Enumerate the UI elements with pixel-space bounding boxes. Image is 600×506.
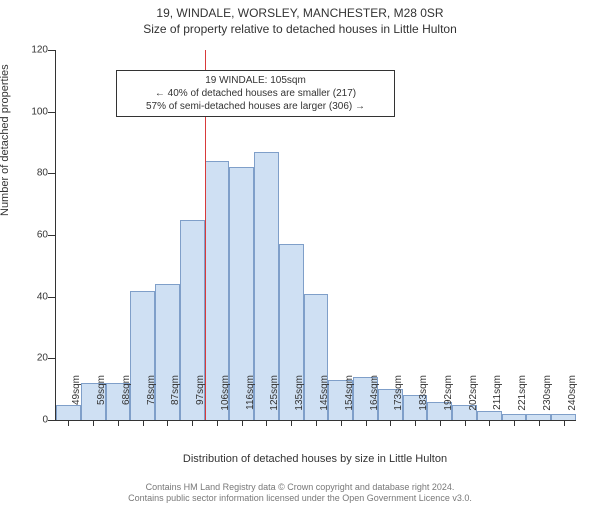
x-tick (366, 420, 367, 426)
x-tick (489, 420, 490, 426)
x-tick-label: 164sqm (369, 375, 380, 425)
x-tick-label: 183sqm (418, 375, 429, 425)
x-tick-label: 68sqm (121, 375, 132, 425)
callout-box: 19 WINDALE: 105sqm← 40% of detached hous… (116, 70, 395, 117)
x-tick-label: 49sqm (71, 375, 82, 425)
x-tick-label: 230sqm (542, 375, 553, 425)
x-axis-label: Distribution of detached houses by size … (55, 453, 575, 465)
y-tick (48, 358, 56, 359)
y-tick-label: 120 (18, 45, 48, 56)
x-tick (93, 420, 94, 426)
x-tick (390, 420, 391, 426)
y-tick (48, 235, 56, 236)
x-tick-label: 106sqm (220, 375, 231, 425)
x-tick-label: 211sqm (492, 375, 503, 425)
x-tick (266, 420, 267, 426)
x-tick-label: 145sqm (319, 375, 330, 425)
page-title-line2: Size of property relative to detached ho… (0, 22, 600, 38)
x-tick (68, 420, 69, 426)
x-tick-label: 240sqm (567, 375, 578, 425)
y-tick (48, 173, 56, 174)
x-tick (415, 420, 416, 426)
x-tick (316, 420, 317, 426)
x-tick (341, 420, 342, 426)
y-tick-label: 80 (18, 168, 48, 179)
y-tick (48, 297, 56, 298)
page-title-line1: 19, WINDALE, WORSLEY, MANCHESTER, M28 0S… (0, 6, 600, 22)
callout-line3: 57% of semi-detached houses are larger (… (123, 100, 388, 113)
footer: Contains HM Land Registry data © Crown c… (0, 482, 600, 504)
y-axis-label: Number of detached properties (0, 64, 11, 216)
y-tick-label: 0 (18, 415, 48, 426)
x-tick (440, 420, 441, 426)
footer-line1: Contains HM Land Registry data © Crown c… (0, 482, 600, 493)
y-tick-label: 40 (18, 291, 48, 302)
callout-line2: ← 40% of detached houses are smaller (21… (123, 87, 388, 100)
y-tick (48, 112, 56, 113)
x-tick (217, 420, 218, 426)
y-tick-label: 20 (18, 353, 48, 364)
x-tick-label: 173sqm (393, 375, 404, 425)
x-tick (465, 420, 466, 426)
x-tick-label: 59sqm (96, 375, 107, 425)
x-tick (514, 420, 515, 426)
x-tick (242, 420, 243, 426)
x-tick-label: 87sqm (170, 375, 181, 425)
x-tick (192, 420, 193, 426)
x-tick-label: 192sqm (443, 375, 454, 425)
x-tick-label: 135sqm (294, 375, 305, 425)
x-tick (539, 420, 540, 426)
chart-area: 02040608010012049sqm59sqm68sqm78sqm87sqm… (55, 50, 575, 420)
x-tick (167, 420, 168, 426)
x-tick (118, 420, 119, 426)
y-tick-label: 100 (18, 106, 48, 117)
y-tick (48, 50, 56, 51)
plot-region: 02040608010012049sqm59sqm68sqm78sqm87sqm… (55, 50, 576, 421)
callout-line1: 19 WINDALE: 105sqm (123, 74, 388, 87)
x-tick-label: 78sqm (146, 375, 157, 425)
x-tick (143, 420, 144, 426)
x-tick-label: 125sqm (269, 375, 280, 425)
x-tick (564, 420, 565, 426)
y-tick-label: 60 (18, 230, 48, 241)
x-tick (291, 420, 292, 426)
footer-line2: Contains public sector information licen… (0, 493, 600, 504)
x-tick-label: 154sqm (344, 375, 355, 425)
y-tick (48, 420, 56, 421)
x-tick-label: 221sqm (517, 375, 528, 425)
x-tick-label: 116sqm (245, 375, 256, 425)
x-tick-label: 202sqm (468, 375, 479, 425)
